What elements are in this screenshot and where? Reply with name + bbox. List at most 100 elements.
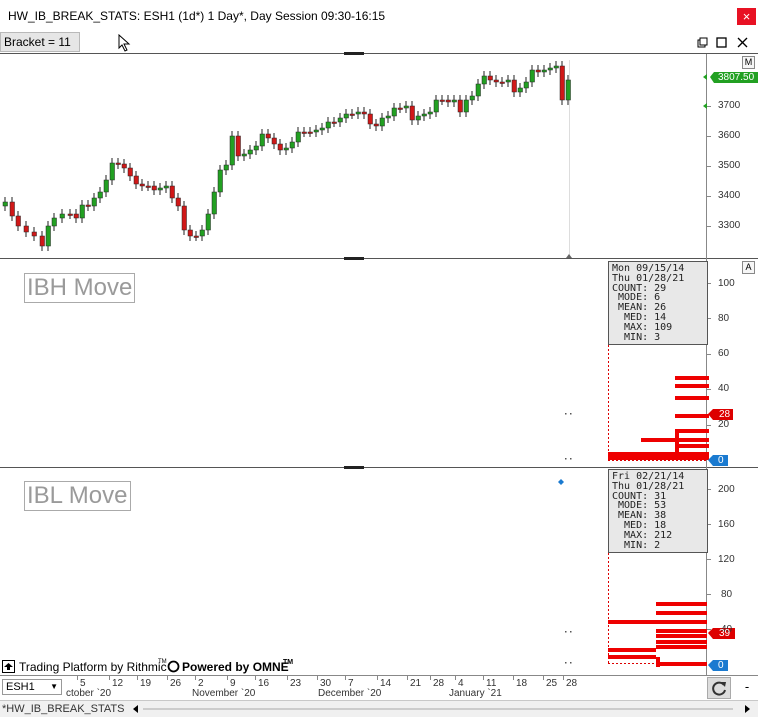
scroll-left-icon[interactable] xyxy=(131,704,141,714)
candle-body xyxy=(331,121,337,124)
candle-body xyxy=(373,123,379,127)
last-price-arrow xyxy=(703,74,707,80)
bracket-setting[interactable]: Bracket = 11 xyxy=(0,32,80,52)
candle-body xyxy=(115,162,121,165)
price-tick-label: 3600 xyxy=(718,130,741,141)
ibl-bar xyxy=(656,640,707,644)
candle-body xyxy=(325,121,331,129)
candle-body xyxy=(529,69,535,83)
candle-body xyxy=(301,131,307,134)
candle-body xyxy=(91,197,97,207)
candle-body xyxy=(39,235,45,247)
ibh-bar xyxy=(675,432,679,452)
ibl-pane-title: IBL Move xyxy=(24,481,131,511)
sheet-tab[interactable]: *HW_IB_BREAK_STATS xyxy=(2,703,125,715)
candle-body xyxy=(559,65,565,101)
candle-body xyxy=(169,185,175,199)
scroll-right-icon[interactable] xyxy=(742,704,752,714)
ibl-bar xyxy=(656,645,707,649)
zoom-out-button[interactable]: - xyxy=(744,679,750,694)
candle-body xyxy=(271,137,277,145)
ibh-bar xyxy=(608,456,709,460)
candle-body xyxy=(193,235,199,238)
ibh-bar xyxy=(675,396,709,400)
candle-body xyxy=(397,107,403,110)
candle-body xyxy=(517,87,523,93)
x-tick-label: 16 xyxy=(258,678,270,689)
candle-body xyxy=(127,167,133,177)
candle-body xyxy=(109,162,115,181)
price-pane-mode-button[interactable]: M xyxy=(742,56,755,69)
ibl-stats-box: Fri 02/21/14 Thu 01/28/21 COUNT: 31 MODE: … xyxy=(608,469,708,554)
candle-body xyxy=(535,69,541,73)
mouse-cursor-icon xyxy=(118,34,131,52)
horizontal-scrollbar[interactable] xyxy=(143,708,733,710)
month-label: ctober `20 xyxy=(66,688,112,699)
candle-body xyxy=(463,99,469,113)
candle-body xyxy=(481,75,487,85)
candle-body xyxy=(445,99,451,103)
x-tick-label: 2 xyxy=(198,678,204,689)
candle-body xyxy=(151,185,157,191)
candle-body xyxy=(163,185,169,189)
ibh-pane-mode-button[interactable]: A xyxy=(742,261,755,274)
ibh-tick-label: 60 xyxy=(718,348,730,359)
rithmic-label: Trading Platform by Rithmic xyxy=(19,660,167,674)
candle-body xyxy=(223,164,229,171)
splitter-handle[interactable] xyxy=(344,466,364,469)
stat-median: MED: 14 xyxy=(612,311,667,323)
x-tick-label: 19 xyxy=(140,678,152,689)
candle-body xyxy=(229,135,235,166)
candle-body xyxy=(553,65,559,69)
restore-icon[interactable] xyxy=(697,37,708,48)
splitter-handle[interactable] xyxy=(344,52,364,55)
ibl-bar xyxy=(660,662,707,666)
ibl-tick-label: 120 xyxy=(718,554,735,565)
ibh-zero-tag: 0 xyxy=(718,455,724,466)
x-tick-label: 28 xyxy=(566,678,578,689)
rithmic-arrow-icon xyxy=(2,660,15,673)
window-title: HW_IB_BREAK_STATS: ESH1 (1d*) 1 Day*, Da… xyxy=(8,9,386,23)
x-tick-label: 25 xyxy=(546,678,558,689)
ibh-markers xyxy=(565,413,572,460)
candle-body xyxy=(367,113,373,125)
candle-body xyxy=(97,191,103,199)
candle-body xyxy=(493,79,499,83)
stat-mode: MODE: 53 xyxy=(612,500,667,512)
ibl-value-tag: 39 xyxy=(719,628,731,639)
close-button[interactable]: × xyxy=(737,8,756,25)
candle-body xyxy=(157,187,163,191)
candle-body xyxy=(565,79,571,101)
x-tick-label: 9 xyxy=(230,678,236,689)
ibh-bar xyxy=(675,384,709,388)
refresh-icon[interactable] xyxy=(707,677,731,699)
ibh-tick-label: 40 xyxy=(718,383,730,394)
ibh-value-tag-shape xyxy=(708,409,733,420)
candle-body xyxy=(259,133,265,147)
candle-body xyxy=(451,99,457,103)
candle-body xyxy=(505,79,511,83)
candle-body xyxy=(181,205,187,231)
candle-body xyxy=(31,231,37,237)
window-controls xyxy=(697,37,748,48)
ibl-value-tag-shape xyxy=(708,628,735,639)
candle-body xyxy=(295,131,301,143)
x-tick-label: 14 xyxy=(380,678,392,689)
maximize-icon[interactable] xyxy=(716,37,727,48)
close-pane-icon[interactable] xyxy=(737,37,748,48)
candle-body xyxy=(9,201,15,217)
splitter-handle[interactable] xyxy=(344,257,364,260)
candle-body xyxy=(403,105,409,109)
candle-body xyxy=(343,113,349,119)
candle-body xyxy=(421,113,427,117)
sheet-tab-bar: *HW_IB_BREAK_STATS xyxy=(0,700,758,717)
last-price-tag: 3807.50 xyxy=(718,72,755,83)
symbol-select[interactable]: ESH1 ▼ xyxy=(2,679,62,695)
stat-min: MIN: 2 xyxy=(612,539,661,551)
ibh-tick-label: 80 xyxy=(718,313,730,324)
candlestick-series xyxy=(2,61,571,251)
price-tick-label: 3700 xyxy=(718,100,741,111)
stat-count: COUNT: 29 xyxy=(612,282,667,294)
